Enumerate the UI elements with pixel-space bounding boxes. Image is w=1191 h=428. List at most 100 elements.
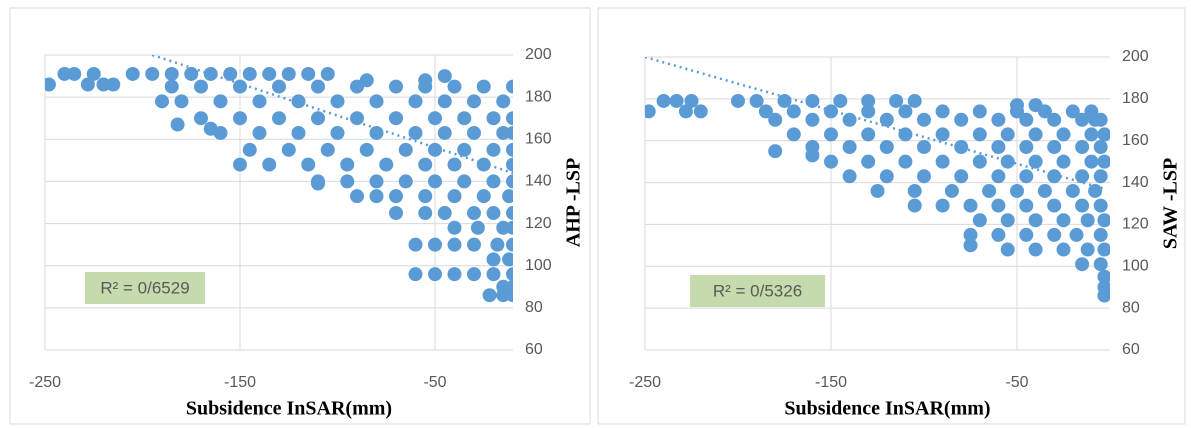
point: [389, 206, 403, 221]
point: [389, 111, 403, 126]
point: [233, 111, 247, 126]
x-tick-label: -150: [815, 374, 847, 391]
point: [272, 111, 286, 126]
point: [506, 125, 513, 140]
x-axis-title: Subsidence InSAR(mm): [784, 398, 990, 420]
point: [242, 142, 257, 157]
point: [870, 183, 885, 198]
point: [262, 157, 277, 172]
point: [954, 139, 969, 154]
y-tick-label: 60: [525, 341, 543, 358]
point: [907, 93, 922, 108]
point: [879, 112, 894, 127]
x-tick-label: -250: [629, 374, 661, 391]
point: [437, 125, 452, 140]
point: [467, 237, 481, 252]
point: [1019, 139, 1034, 154]
point: [457, 111, 472, 126]
point: [301, 157, 316, 172]
point: [96, 77, 111, 92]
point: [340, 174, 355, 189]
point: [1075, 112, 1090, 127]
point: [669, 93, 684, 108]
point: [1056, 154, 1071, 169]
point: [467, 94, 481, 109]
point: [490, 237, 505, 252]
point: [506, 237, 513, 252]
point: [369, 94, 384, 109]
point: [963, 198, 978, 213]
point: [749, 93, 764, 108]
point: [1000, 154, 1015, 169]
point: [418, 157, 433, 172]
point: [1097, 269, 1110, 284]
point: [281, 142, 296, 157]
point: [731, 93, 745, 108]
point: [447, 189, 462, 204]
point: [1019, 227, 1034, 242]
panel-border: [9, 7, 591, 425]
point: [1097, 127, 1110, 142]
point: [45, 77, 56, 92]
point: [786, 127, 801, 142]
point: [1010, 98, 1024, 113]
point: [486, 142, 501, 157]
point: [824, 104, 838, 119]
point: [428, 267, 442, 282]
point: [486, 252, 501, 267]
point: [470, 220, 485, 235]
point: [184, 66, 199, 81]
point: [824, 127, 838, 142]
point: [506, 142, 513, 157]
point: [379, 157, 394, 172]
point: [1093, 227, 1108, 242]
point: [1075, 198, 1090, 213]
y-tick-label: 120: [1122, 216, 1149, 233]
point: [1088, 112, 1103, 127]
point: [506, 267, 513, 282]
point: [170, 117, 185, 132]
point: [320, 142, 335, 157]
point: [223, 66, 238, 81]
point: [457, 142, 472, 157]
point: [476, 157, 491, 172]
point: [1056, 127, 1071, 142]
point: [242, 66, 257, 81]
point: [917, 112, 931, 127]
point: [758, 104, 773, 119]
y-tick-label: 80: [525, 299, 543, 316]
annotation-box: [690, 275, 825, 307]
point: [842, 169, 857, 184]
point: [935, 127, 950, 142]
point: [252, 125, 267, 140]
point: [467, 267, 481, 282]
point: [1028, 127, 1043, 142]
point: [428, 142, 442, 157]
point: [281, 66, 296, 81]
point: [991, 198, 1006, 213]
point: [1065, 183, 1080, 198]
point: [125, 66, 140, 81]
point: [954, 169, 969, 184]
point: [476, 79, 491, 94]
point: [389, 79, 403, 94]
point: [496, 125, 511, 140]
point: [155, 94, 169, 109]
annotation: R² = 0/6529: [100, 278, 189, 297]
point: [447, 157, 462, 172]
point: [418, 206, 433, 221]
point: [476, 189, 491, 204]
point: [1097, 154, 1110, 169]
point: [506, 174, 513, 189]
point: [898, 104, 913, 119]
point: [972, 127, 987, 142]
point: [1019, 112, 1034, 127]
point: [106, 77, 121, 92]
annotation-box: [85, 272, 205, 304]
point: [1000, 213, 1015, 228]
point: [164, 79, 179, 94]
point: [233, 157, 247, 172]
point: [174, 94, 189, 109]
point: [824, 154, 838, 169]
